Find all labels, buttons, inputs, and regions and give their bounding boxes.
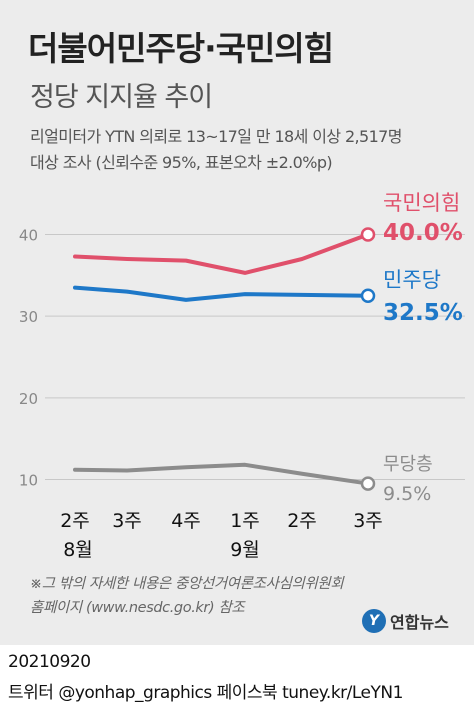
series-name-label: 무당층 <box>383 454 433 475</box>
y-tick-label: 10 <box>19 472 38 490</box>
month-label: 8월 <box>63 539 93 561</box>
date-code: 20210920 <box>8 652 91 672</box>
y-tick-label: 30 <box>19 308 38 326</box>
social-links: 트위터 @yonhap_graphics 페이스북 tuney.kr/LeYN1 <box>8 683 403 703</box>
grid-lines <box>45 234 465 480</box>
end-point-marker <box>360 476 376 491</box>
series-name-label: 민주당 <box>383 268 441 292</box>
footnote: ※그 밖의 자세한 내용은 중앙선거여론조사심의위원회 홈페이지 (www.ne… <box>30 572 344 620</box>
chart-title: 더불어민주당·국민의힘 <box>28 29 334 68</box>
footnote-line: 홈페이지 (www.nesdc.go.kr) 참조 <box>30 600 245 616</box>
survey-source-note: 리얼미터가 YTN 의뢰로 13~17일 만 18세 이상 2,517명 대상 … <box>30 124 402 176</box>
y-tick-label: 40 <box>19 227 38 245</box>
source-line: 대상 조사 (신뢰수준 95%, 표본오차 ±2.0%p) <box>30 153 333 172</box>
chart-subtitle: 정당 지지율 추이 <box>30 82 213 113</box>
x-tick-label: 3주 <box>353 510 383 532</box>
source-line: 리얼미터가 YTN 의뢰로 13~17일 만 18세 이상 2,517명 <box>30 127 402 146</box>
month-label: 9월 <box>230 539 260 561</box>
series-line <box>73 285 370 302</box>
footnote-line: ※그 밖의 자세한 내용은 중앙선거여론조사심의위원회 <box>30 576 344 592</box>
series-line <box>73 462 370 486</box>
y-axis-ticks: 10 20 30 40 <box>19 227 38 490</box>
x-axis-ticks: 2주 3주 4주 1주 2주 3주 8월 9월 <box>60 510 383 561</box>
x-tick-label: 2주 <box>60 510 90 532</box>
y-tick-label: 20 <box>19 390 38 408</box>
line-chart: 10 20 30 40 국민의힘 40.0% 민주당 32.5% 무당층 9.5% 2주 3주 4주… <box>19 191 465 561</box>
series-value-label: 40.0% <box>383 220 463 246</box>
x-tick-label: 3주 <box>112 510 142 532</box>
series-name-label: 국민의힘 <box>383 191 460 215</box>
x-tick-label: 2주 <box>287 510 317 532</box>
logo-text: 연합뉴스 <box>390 613 449 632</box>
yonhap-logo-icon: Y <box>362 609 386 633</box>
series-lines <box>73 227 376 491</box>
end-point-marker <box>360 227 376 242</box>
x-tick-label: 1주 <box>230 510 260 532</box>
series-value-label: 32.5% <box>383 300 463 326</box>
yonhap-logo: Y 연합뉴스 <box>362 608 449 634</box>
x-tick-label: 4주 <box>171 510 201 532</box>
series-labels: 국민의힘 40.0% 민주당 32.5% 무당층 9.5% <box>383 191 463 505</box>
series-value-label: 9.5% <box>383 483 431 505</box>
series-line <box>73 232 370 275</box>
infographic-card: 더불어민주당·국민의힘 정당 지지율 추이 리얼미터가 YTN 의뢰로 13~1… <box>0 0 474 645</box>
end-point-marker <box>360 288 376 303</box>
